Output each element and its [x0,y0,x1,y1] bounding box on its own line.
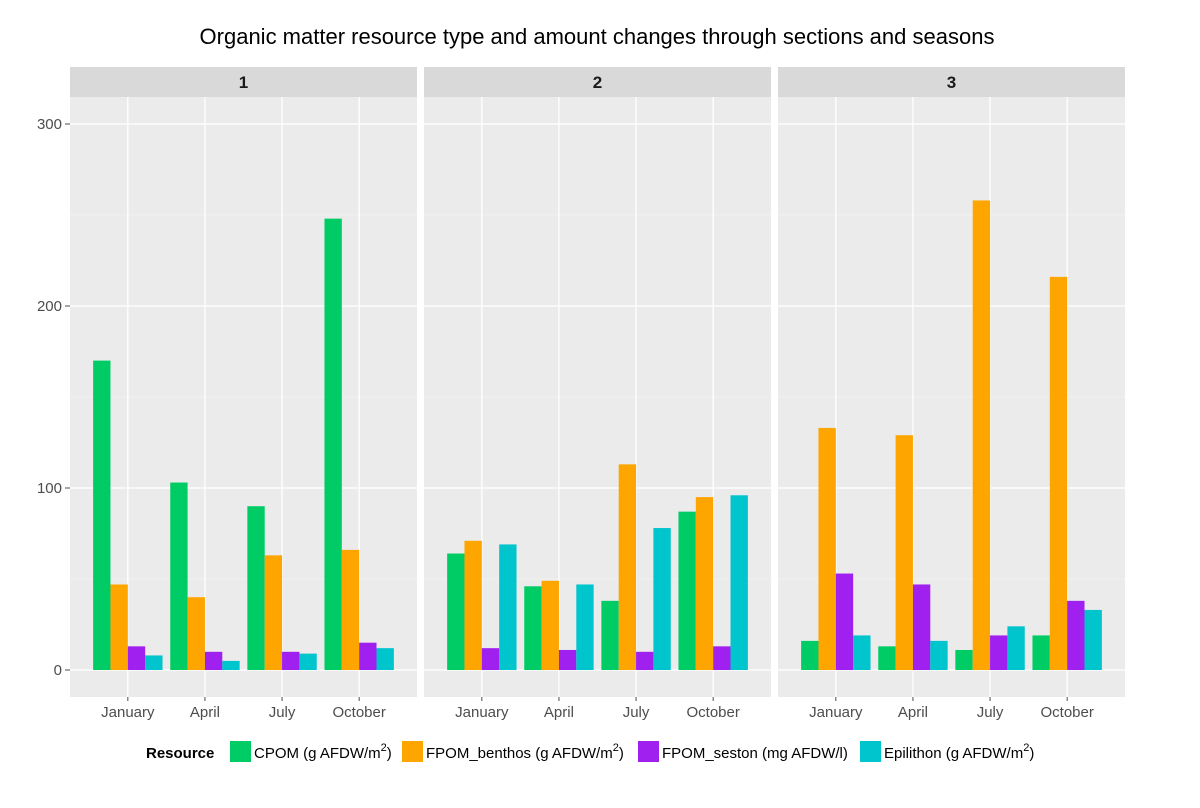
bar-fpom-benthos [1049,276,1068,670]
bar-fpom-benthos [541,580,559,670]
bar-epilithon [299,653,317,670]
y-tick-label: 200 [37,298,62,315]
facet-strip-label: 3 [947,73,956,92]
x-tick-label: July [269,704,296,721]
legend-label: FPOM_benthos (g AFDW/m2) [426,742,624,762]
y-tick-label: 100 [37,480,62,497]
bar-epilithon [930,640,948,670]
bar-epilithon [376,648,394,670]
bar-fpom-seston [636,651,654,670]
facet-strip-label: 1 [239,73,248,92]
bar-fpom-seston [835,573,854,670]
bar-epilithon [145,655,163,670]
bar-fpom-seston [713,646,731,670]
facet-strip [778,67,1125,97]
facet-strip-label: 2 [593,73,602,92]
legend-item-epilithon: Epilithon (g AFDW/m2) [860,741,1034,762]
bar-cpom [247,506,265,670]
bar-cpom [601,600,619,670]
x-tick-label: January [455,704,509,721]
legend-item-fpom-seston: FPOM_seston (mg AFDW/l) [638,741,848,762]
bar-cpom [93,360,111,670]
bar-epilithon [853,635,871,670]
legend-label: FPOM_seston (mg AFDW/l) [662,745,848,762]
bar-fpom-benthos [341,549,360,670]
facet-panel-3: 3 January April July October [778,67,1125,721]
x-tick-label: April [190,704,220,721]
bar-cpom [524,586,542,670]
bar-epilithon [499,544,517,670]
x-tick-label: April [898,704,928,721]
y-axis: 0 100 200 300 [37,116,70,679]
facet-panels: 1 January April July October 2 January April Jul… [70,67,1125,721]
facet-panel-1: 1 January April July October [70,67,417,721]
legend-item-cpom: CPOM (g AFDW/m2) [230,741,392,762]
bar-cpom [324,218,342,670]
x-tick-label: October [686,704,739,721]
bar-fpom-seston [127,646,146,670]
bar-fpom-benthos [187,597,205,670]
bar-fpom-benthos [818,427,836,670]
bar-fpom-seston [359,642,377,670]
bar-fpom-seston [912,584,931,670]
bar-epilithon [222,660,240,670]
legend-key [230,741,251,762]
legend-label: CPOM (g AFDW/m2) [254,742,392,762]
x-tick-label: July [977,704,1004,721]
bar-fpom-seston [1067,600,1085,670]
x-tick-label: July [623,704,650,721]
legend-item-fpom-benthos: FPOM_benthos (g AFDW/m2) [402,741,624,762]
bar-fpom-seston [558,649,577,670]
y-tick-label: 0 [54,662,62,679]
legend-title: Resource [146,745,214,762]
bar-fpom-benthos [972,200,991,670]
y-tick-label: 300 [37,116,62,133]
chart-title: Organic matter resource type and amount … [200,24,995,49]
bar-fpom-benthos [464,540,482,670]
bar-epilithon [1007,626,1025,670]
x-tick-label: October [332,704,385,721]
bar-fpom-benthos [110,584,128,670]
x-tick-label: October [1040,704,1093,721]
bar-cpom [447,553,465,670]
bar-epilithon [730,495,748,670]
bar-cpom [1032,635,1050,670]
bar-cpom [678,511,696,670]
bar-epilithon [653,528,671,670]
bar-cpom [878,646,896,670]
bar-fpom-seston [990,635,1008,670]
x-tick-label: April [544,704,574,721]
legend-label: Epilithon (g AFDW/m2) [884,742,1034,762]
bar-cpom [170,482,188,670]
bar-fpom-benthos [895,435,913,670]
bar-fpom-seston [282,651,300,670]
bar-fpom-benthos [618,464,637,670]
legend: Resource CPOM (g AFDW/m2) FPOM_benthos (g … [146,741,1034,762]
bar-fpom-seston [481,648,500,670]
bar-epilithon [1084,609,1102,670]
bar-cpom [955,649,973,670]
bar-fpom-benthos [695,497,714,670]
facet-panel-2: 2 January April July October [424,67,771,721]
bar-fpom-benthos [264,555,283,670]
x-tick-label: January [101,704,155,721]
bar-cpom [801,640,819,670]
bar-fpom-seston [204,651,223,670]
facet-strip [70,67,417,97]
legend-key [402,741,423,762]
legend-key [860,741,881,762]
legend-key [638,741,659,762]
bar-epilithon [576,584,594,670]
x-tick-label: January [809,704,863,721]
facet-strip [424,67,771,97]
